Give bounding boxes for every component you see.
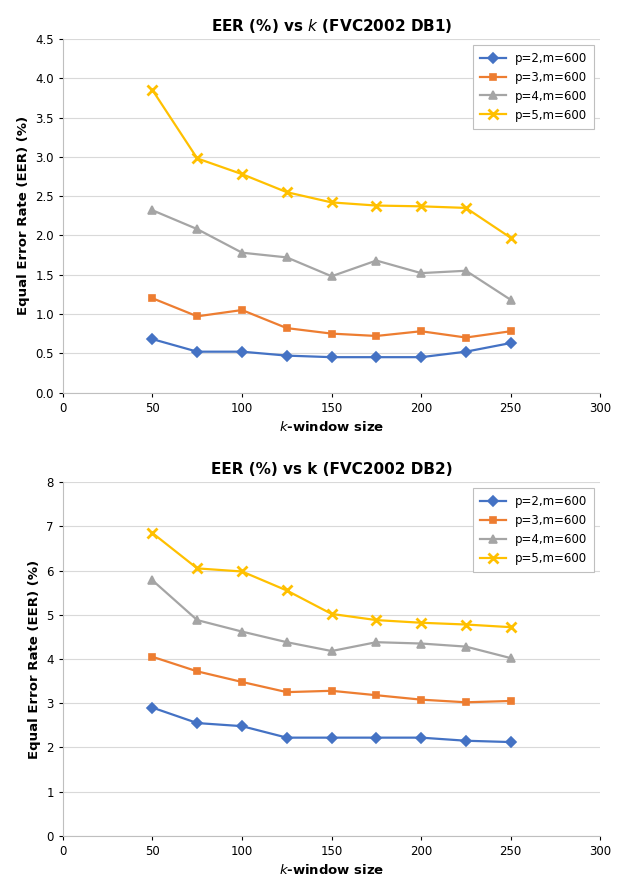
p=3,m=600 [328, 328, 335, 339]
p=2,m=600 [507, 737, 514, 747]
p=5,m=600 [462, 203, 470, 214]
Line: p=5,m=600: p=5,m=600 [148, 85, 516, 242]
p=5,m=600 [238, 169, 246, 180]
p=2,m=600 [372, 352, 380, 363]
p=3,m=600 [418, 695, 425, 705]
p=3,m=600 [238, 677, 246, 687]
p=3,m=600 [372, 690, 380, 701]
p=2,m=600 [283, 350, 291, 361]
p=2,m=600 [149, 702, 156, 713]
p=3,m=600 [462, 697, 470, 708]
p=3,m=600 [193, 666, 201, 677]
Line: p=4,m=600: p=4,m=600 [148, 207, 515, 304]
p=3,m=600 [507, 326, 514, 337]
Line: p=2,m=600: p=2,m=600 [149, 704, 514, 746]
p=4,m=600 [328, 645, 335, 656]
X-axis label: $\mathit{k}$-window size: $\mathit{k}$-window size [279, 864, 384, 877]
p=5,m=600 [418, 201, 425, 212]
p=4,m=600 [462, 641, 470, 652]
p=2,m=600 [507, 338, 514, 349]
p=2,m=600 [372, 732, 380, 743]
p=5,m=600 [372, 200, 380, 211]
Line: p=5,m=600: p=5,m=600 [148, 528, 516, 632]
p=2,m=600 [328, 732, 335, 743]
Line: p=4,m=600: p=4,m=600 [148, 576, 515, 662]
p=3,m=600 [418, 326, 425, 337]
Y-axis label: Equal Error Rate (EER) (%): Equal Error Rate (EER) (%) [17, 116, 30, 316]
p=5,m=600 [193, 153, 201, 164]
p=3,m=600 [507, 696, 514, 706]
p=4,m=600 [462, 266, 470, 276]
p=2,m=600 [328, 352, 335, 363]
p=3,m=600 [149, 293, 156, 304]
p=4,m=600 [507, 294, 514, 305]
p=2,m=600 [149, 333, 156, 344]
p=4,m=600 [283, 252, 291, 263]
p=4,m=600 [238, 626, 246, 637]
p=4,m=600 [193, 615, 201, 626]
Line: p=2,m=600: p=2,m=600 [149, 335, 514, 360]
p=4,m=600 [372, 255, 380, 266]
p=5,m=600 [462, 620, 470, 630]
p=4,m=600 [372, 637, 380, 647]
p=3,m=600 [238, 305, 246, 316]
p=3,m=600 [328, 686, 335, 696]
p=3,m=600 [283, 687, 291, 697]
p=5,m=600 [149, 527, 156, 538]
Title: EER (%) vs $\mathit{k}$ (FVC2002 DB1): EER (%) vs $\mathit{k}$ (FVC2002 DB1) [211, 17, 452, 35]
p=5,m=600 [507, 622, 514, 633]
p=2,m=600 [238, 346, 246, 357]
p=5,m=600 [418, 618, 425, 628]
Line: p=3,m=600: p=3,m=600 [149, 654, 514, 705]
p=3,m=600 [193, 311, 201, 322]
p=5,m=600 [328, 197, 335, 207]
p=2,m=600 [193, 718, 201, 729]
p=4,m=600 [418, 638, 425, 649]
p=3,m=600 [149, 652, 156, 662]
p=2,m=600 [418, 352, 425, 363]
p=5,m=600 [283, 586, 291, 596]
p=5,m=600 [238, 566, 246, 577]
p=3,m=600 [462, 333, 470, 343]
p=4,m=600 [149, 575, 156, 586]
p=2,m=600 [193, 346, 201, 357]
p=3,m=600 [372, 331, 380, 342]
Title: EER (%) vs k (FVC2002 DB2): EER (%) vs k (FVC2002 DB2) [211, 462, 452, 477]
p=3,m=600 [283, 323, 291, 333]
p=5,m=600 [283, 187, 291, 198]
Line: p=3,m=600: p=3,m=600 [149, 295, 514, 341]
p=4,m=600 [193, 224, 201, 234]
p=5,m=600 [193, 563, 201, 574]
p=4,m=600 [418, 267, 425, 278]
p=2,m=600 [238, 721, 246, 731]
X-axis label: $\mathit{k}$-window size: $\mathit{k}$-window size [279, 420, 384, 434]
p=5,m=600 [372, 615, 380, 626]
p=2,m=600 [418, 732, 425, 743]
p=2,m=600 [283, 732, 291, 743]
p=5,m=600 [328, 609, 335, 620]
Legend: p=2,m=600, p=3,m=600, p=4,m=600, p=5,m=600: p=2,m=600, p=3,m=600, p=4,m=600, p=5,m=6… [472, 45, 594, 129]
p=5,m=600 [149, 85, 156, 96]
p=4,m=600 [507, 653, 514, 663]
p=4,m=600 [238, 248, 246, 258]
p=4,m=600 [149, 205, 156, 215]
p=4,m=600 [328, 271, 335, 282]
p=2,m=600 [462, 736, 470, 746]
Legend: p=2,m=600, p=3,m=600, p=4,m=600, p=5,m=600: p=2,m=600, p=3,m=600, p=4,m=600, p=5,m=6… [472, 488, 594, 572]
p=5,m=600 [507, 232, 514, 243]
Y-axis label: Equal Error Rate (EER) (%): Equal Error Rate (EER) (%) [28, 560, 41, 758]
p=2,m=600 [462, 346, 470, 357]
p=4,m=600 [283, 637, 291, 647]
